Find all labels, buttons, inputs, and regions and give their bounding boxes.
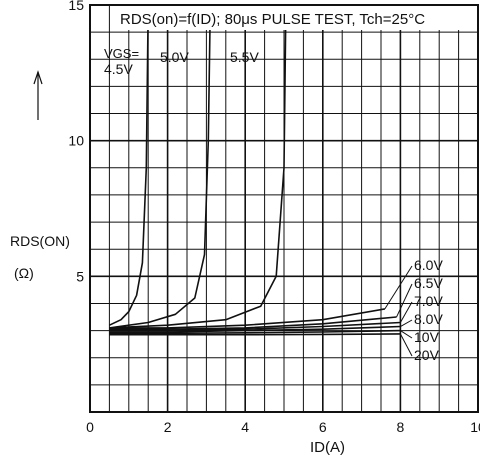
x-tick-label: 10 [470,419,480,435]
series-line-6-0v [109,308,386,329]
plot-frame [89,4,479,413]
series-line-10v [109,329,401,335]
x-tick-label: 2 [164,419,172,435]
series-leader-line [396,283,413,318]
series-leader-line [400,330,413,339]
series-leader-line [399,301,413,323]
series-label: 10V [414,329,440,345]
title-box [116,6,462,30]
x-tick-label: 4 [241,419,249,435]
y-axis-label: RDS(ON) [10,233,70,249]
series-leader-line [400,319,413,327]
series-leader-line [399,333,413,357]
y-axis-unit: (Ω) [14,265,34,281]
chart-title: RDS(on)=f(ID); 80μs PULSE TEST, Tch=25°C [120,11,425,28]
y-tick-label: 15 [68,0,84,13]
series-lines [109,4,401,336]
series-label: 4.5V [104,61,133,77]
series-line-20v [109,333,401,336]
series-line-5-0v [109,4,212,329]
vgs-label: VGS= [104,46,139,61]
series-line-8-0v [109,325,401,333]
series-label: 5.0V [160,49,189,65]
y-tick-label: 10 [68,133,84,149]
series-leader-line [384,265,413,310]
x-axis-label: ID(A) [310,439,345,456]
series-label: 7.0V [414,293,443,309]
x-tick-label: 0 [86,419,94,435]
series-labels: 4.5V 5.0V 5.5V 6.0V 6.5V 7.0V 8.0V 10V 20V [104,49,443,363]
series-line-6-5v [109,316,397,330]
series-label: 20V [414,347,440,363]
series-line-5-5v [109,4,287,329]
x-tick-label: 6 [319,419,327,435]
series-label: 8.0V [414,311,443,327]
series-line-7-0v [109,321,401,332]
series-label: 6.5V [414,275,443,291]
series-label: 6.0V [414,257,443,273]
y-tick-label: 5 [76,268,84,284]
y-axis-arrow-head [33,70,43,85]
x-tick-label: 8 [397,419,405,435]
tick-labels: 0 2 4 6 8 10 5 10 15 [68,0,480,435]
series-label: 5.5V [230,49,259,65]
series-line-4-5v [109,4,149,326]
